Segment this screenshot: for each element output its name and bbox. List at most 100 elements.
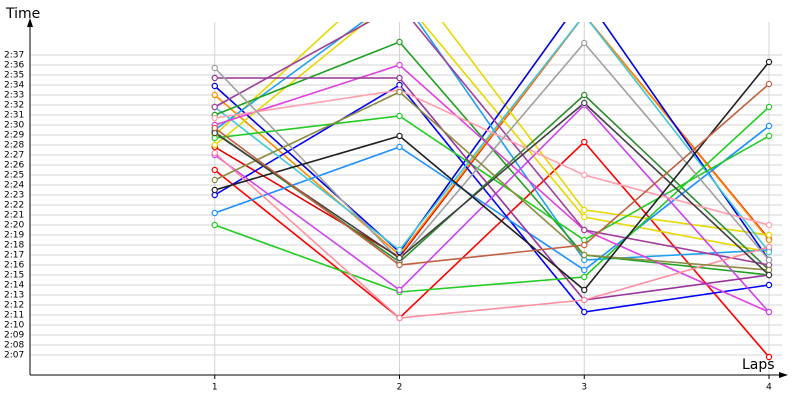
series-line xyxy=(214,101,770,276)
lines xyxy=(211,12,773,361)
data-point xyxy=(765,271,773,279)
y-tick-label: 2:21 xyxy=(4,211,24,221)
data-point xyxy=(211,176,218,184)
y-tick-label: 2:24 xyxy=(4,181,24,191)
y-tick-label: 2:22 xyxy=(4,201,24,211)
data-point xyxy=(581,206,588,214)
y-tick-label: 2:33 xyxy=(4,91,24,101)
data-point xyxy=(211,124,218,132)
y-tick-label: 2:07 xyxy=(4,351,24,361)
data-point xyxy=(582,12,587,17)
data-point xyxy=(211,166,218,174)
data-point xyxy=(581,226,588,234)
data-point xyxy=(211,186,218,194)
data-point xyxy=(765,308,773,316)
y-tick-label: 2:29 xyxy=(4,131,24,141)
series-line xyxy=(214,83,770,266)
data-point xyxy=(396,112,403,120)
data-point xyxy=(581,273,588,281)
data-point xyxy=(396,38,403,46)
data-point xyxy=(581,286,588,294)
y-tick-label: 2:32 xyxy=(4,101,24,111)
series-line xyxy=(214,22,770,253)
y-tick-label: 2:35 xyxy=(4,71,24,81)
y-tick-label: 2:36 xyxy=(4,61,24,71)
series-line xyxy=(214,22,770,236)
data-point xyxy=(765,256,773,264)
grid xyxy=(30,22,782,375)
data-point xyxy=(765,281,773,289)
data-point xyxy=(581,308,588,316)
series-line xyxy=(214,22,770,266)
data-point xyxy=(211,103,218,111)
y-tick-label: 2:34 xyxy=(4,81,24,91)
data-point xyxy=(211,82,218,90)
y-tick-label: 2:19 xyxy=(4,231,24,241)
data-point xyxy=(211,74,218,82)
data-point xyxy=(396,143,403,151)
series-line xyxy=(214,64,770,313)
x-axis-arrow xyxy=(779,372,788,378)
y-axis-title: Time xyxy=(5,6,40,22)
data-point xyxy=(581,213,588,221)
data-point xyxy=(396,132,403,140)
y-axis-arrow xyxy=(27,18,33,27)
data-point xyxy=(765,58,773,66)
x-tick-label: 4 xyxy=(766,383,772,393)
data-point xyxy=(396,254,403,262)
data-point xyxy=(396,314,403,322)
series-line xyxy=(214,91,770,271)
y-tick-label: 2:15 xyxy=(4,271,24,281)
data-point xyxy=(581,138,588,146)
data-point xyxy=(211,91,218,99)
data-point xyxy=(581,39,588,47)
y-tick-label: 2:27 xyxy=(4,151,24,161)
data-point xyxy=(581,241,588,249)
series-line xyxy=(214,125,770,271)
y-tick-label: 2:23 xyxy=(4,191,24,201)
series-line xyxy=(214,140,770,358)
y-tick-label: 2:20 xyxy=(4,221,24,231)
y-tick-label: 2:31 xyxy=(4,111,24,121)
data-point xyxy=(396,286,403,294)
data-point xyxy=(211,149,218,157)
data-point xyxy=(211,114,218,122)
data-point xyxy=(581,296,588,304)
series-line xyxy=(214,22,770,261)
data-point xyxy=(765,103,773,111)
data-point xyxy=(396,261,403,269)
y-tick-label: 2:09 xyxy=(4,331,24,341)
series-line xyxy=(214,77,770,301)
data-point xyxy=(211,209,218,217)
series-line xyxy=(214,61,770,292)
data-point xyxy=(211,64,218,72)
y-tick-label: 2:37 xyxy=(4,51,24,61)
data-point xyxy=(581,99,588,107)
y-tick-label: 2:28 xyxy=(4,141,24,151)
data-point xyxy=(765,353,773,361)
y-tick-label: 2:26 xyxy=(4,161,24,171)
series-line xyxy=(214,41,770,262)
x-tick-label: 2 xyxy=(397,383,403,393)
x-tick-label: 1 xyxy=(212,383,218,393)
data-point xyxy=(765,231,773,239)
data-point xyxy=(581,91,588,99)
x-axis-title: Laps xyxy=(742,357,775,373)
series-line xyxy=(214,106,770,293)
data-point xyxy=(396,246,403,254)
y-tick-label: 2:30 xyxy=(4,121,24,131)
data-point xyxy=(765,221,773,229)
y-tick-label: 2:12 xyxy=(4,301,24,311)
series-line xyxy=(214,89,770,226)
x-tick-label: 3 xyxy=(581,383,587,393)
data-point xyxy=(396,61,403,69)
data-point xyxy=(581,251,588,259)
data-point xyxy=(582,12,587,17)
data-point xyxy=(396,88,403,96)
y-tick-label: 2:13 xyxy=(4,291,24,301)
data-point xyxy=(765,122,773,130)
y-tick-label: 2:25 xyxy=(4,171,24,181)
data-point xyxy=(211,221,218,229)
series-line xyxy=(214,22,770,261)
data-point xyxy=(765,132,773,140)
